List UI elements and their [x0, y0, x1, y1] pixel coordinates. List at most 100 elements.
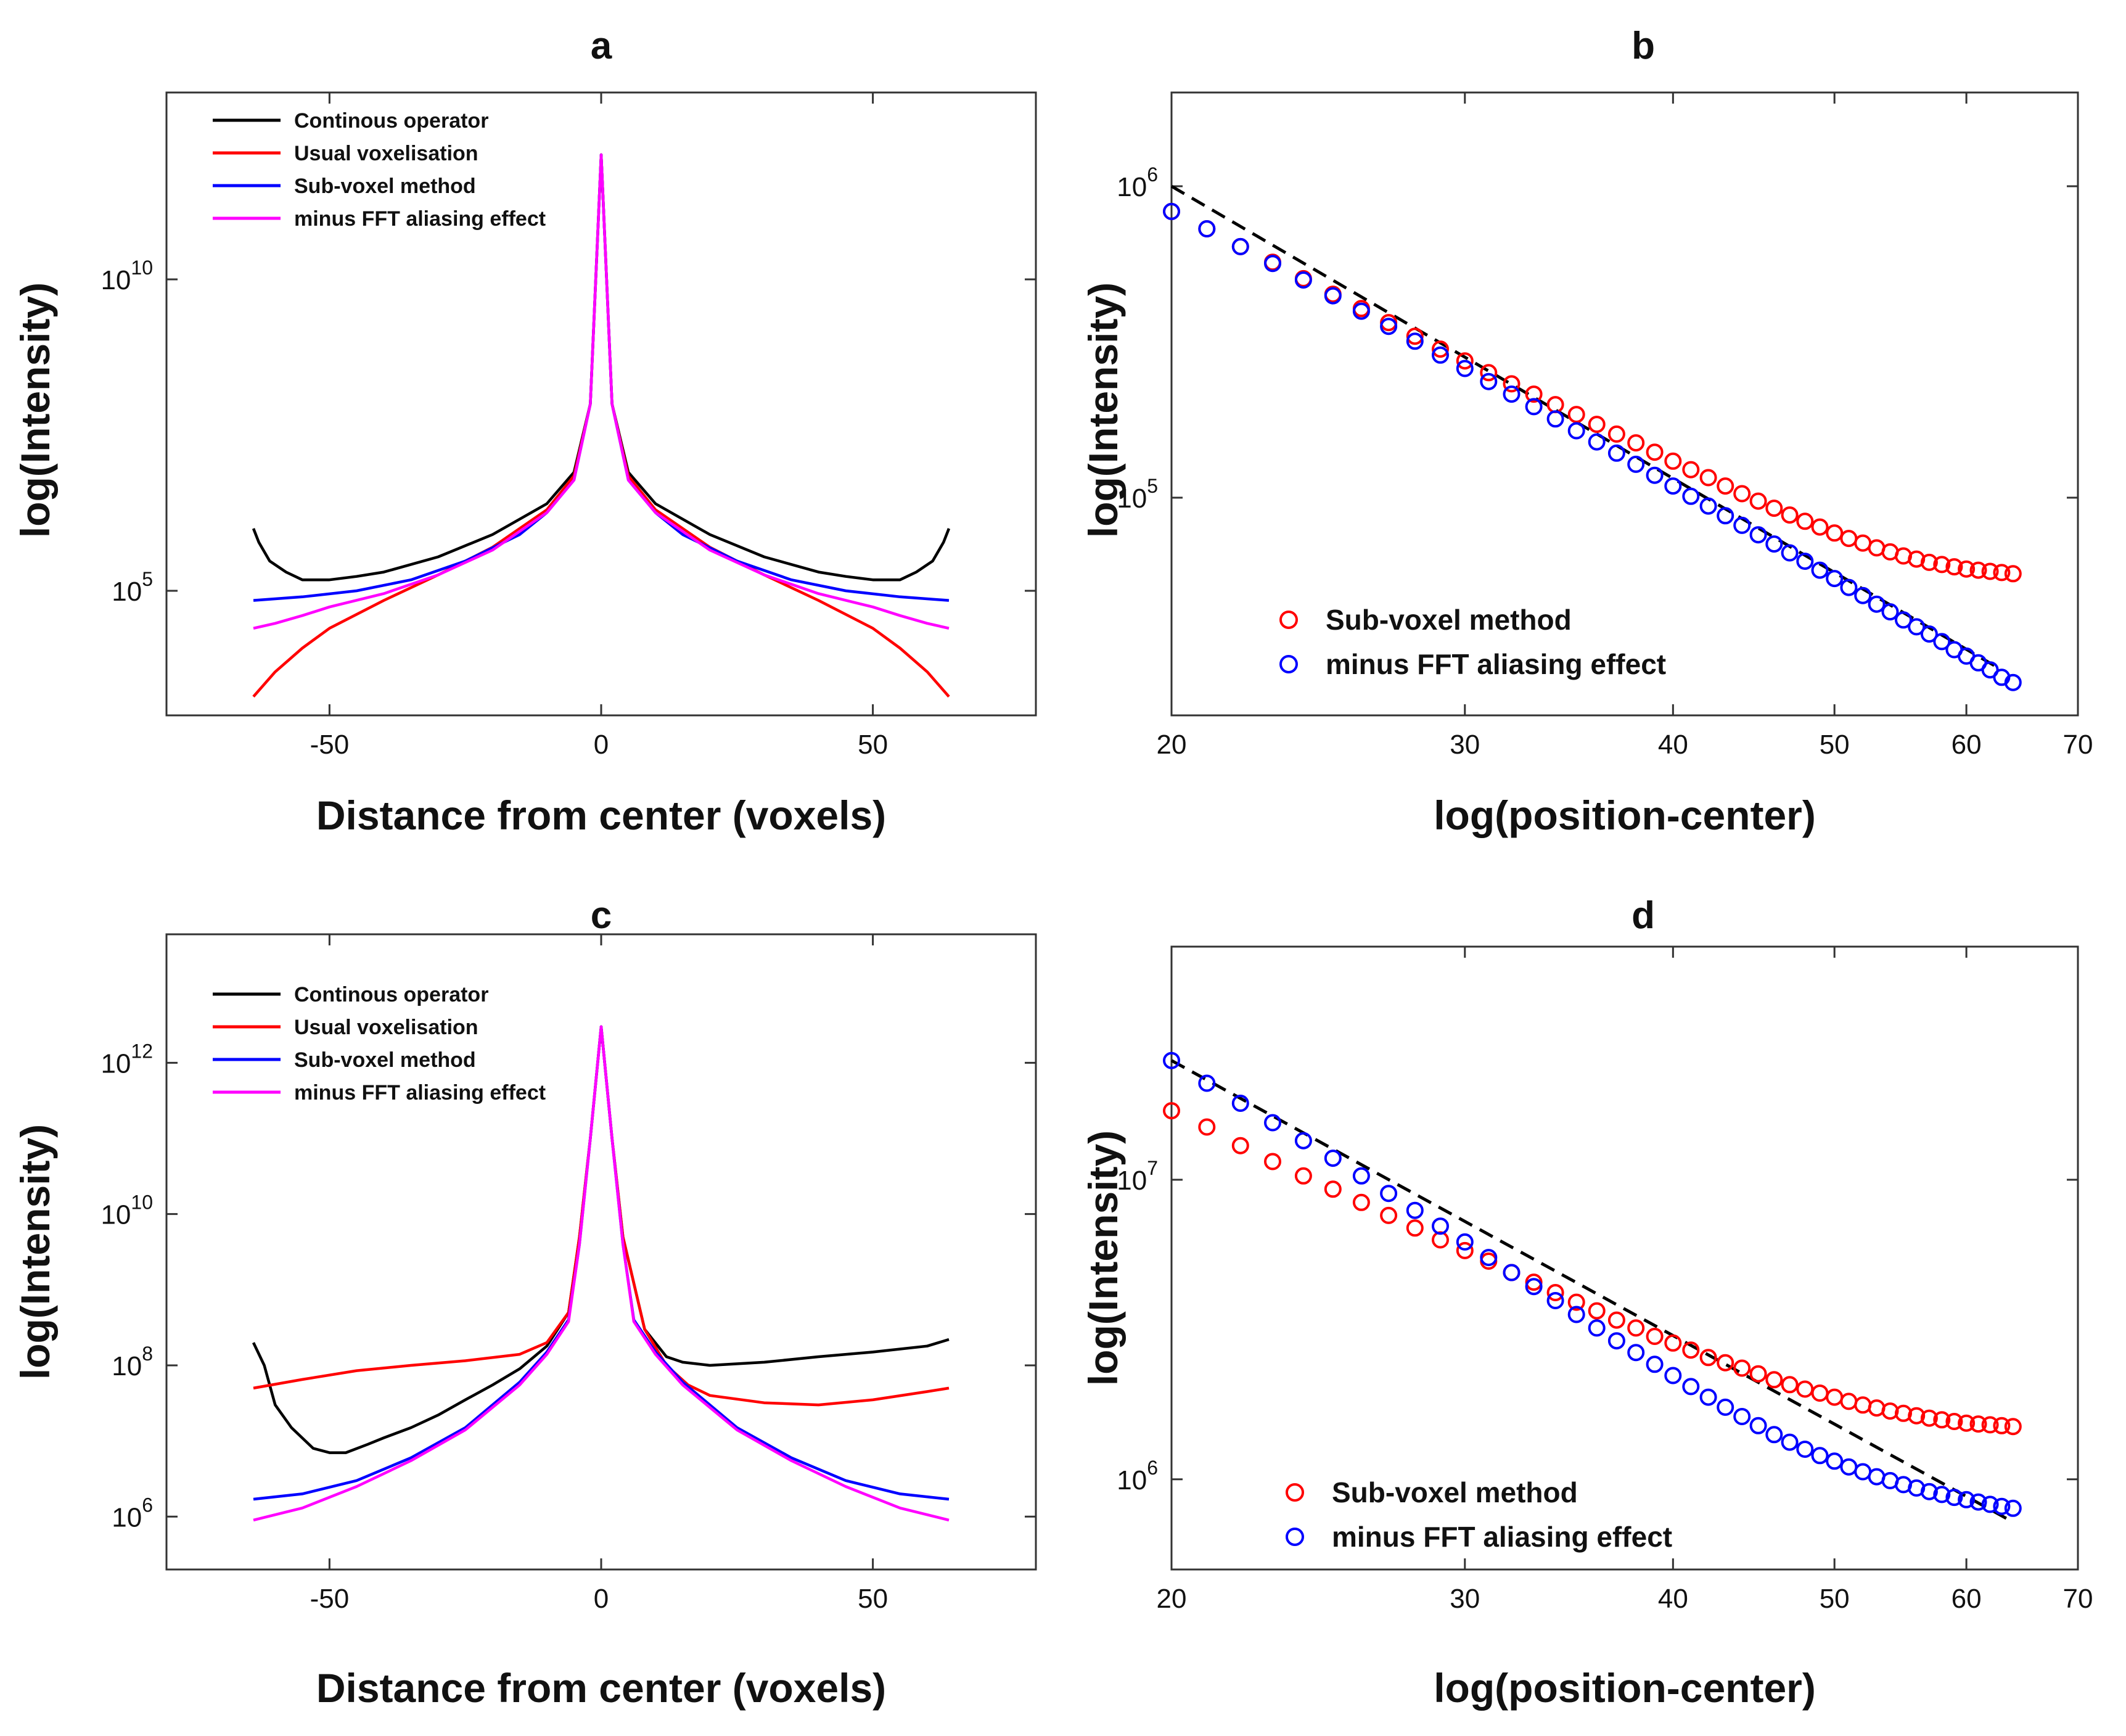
data-point: [1456, 1233, 1474, 1251]
data-point: [1920, 625, 1938, 643]
data-point: [1264, 255, 1281, 273]
x-tick-label: 70: [2063, 1584, 2093, 1614]
data-point: [2004, 1418, 2022, 1436]
data-point: [1840, 530, 1858, 548]
data-point: [1352, 302, 1370, 320]
y-axis-label: log(Intensity): [12, 1124, 58, 1380]
data-point: [1920, 1483, 1938, 1500]
data-point: [1567, 1293, 1585, 1311]
legend-label: minus FFT aliasing effect: [294, 1081, 546, 1105]
x-tick-label: -50: [310, 730, 350, 760]
data-point: [1352, 1167, 1370, 1185]
data-point: [1765, 1426, 1783, 1444]
data-point: [1380, 318, 1398, 335]
data-point: [1456, 360, 1474, 377]
data-point: [1733, 516, 1751, 534]
data-point: [1380, 1206, 1398, 1224]
data-point: [1163, 202, 1180, 220]
data-point: [1945, 1413, 1963, 1430]
y-axis-label: log(Intensity): [1080, 282, 1126, 538]
data-point: [1854, 586, 1872, 604]
series-line: [253, 1025, 950, 1522]
legend-item: Sub-voxel method: [213, 1048, 476, 1072]
data-point: [1294, 271, 1312, 289]
data-point: [1627, 434, 1645, 452]
axes-box: [1170, 91, 2079, 717]
y-tick-label: 106: [1117, 163, 1158, 202]
x-tick-label: 20: [1157, 1584, 1187, 1614]
data-point: [1607, 1332, 1625, 1350]
data-point: [1567, 422, 1585, 440]
x-axis-label: log(position-center): [1434, 1665, 1816, 1711]
data-point: [1969, 1415, 1987, 1433]
data-point: [1198, 1074, 1216, 1092]
data-point: [1969, 1493, 1987, 1511]
data-point: [1163, 1102, 1180, 1120]
data-point: [1920, 553, 1938, 571]
data-point: [1480, 372, 1498, 390]
data-point: [1811, 1447, 1829, 1465]
data-point: [1503, 1264, 1521, 1281]
data-point: [1588, 433, 1606, 451]
data-point: [1796, 512, 1814, 530]
data-point: [1480, 1249, 1498, 1267]
data-point: [1699, 1388, 1717, 1406]
data-point: [1432, 346, 1449, 364]
data-point: [1781, 506, 1799, 524]
data-point: [1198, 220, 1216, 237]
data-point: [1958, 1491, 1976, 1508]
y-tick-label: 105: [112, 568, 153, 607]
data-point: [1567, 1306, 1585, 1323]
data-point: [1933, 633, 1951, 651]
chart-title: a: [591, 25, 612, 67]
data-point: [1920, 1409, 1938, 1427]
data-point: [1717, 1398, 1734, 1416]
data-point: [1525, 385, 1543, 403]
data-point: [1525, 398, 1543, 416]
y-tick-label: 1010: [101, 1191, 153, 1230]
data-point: [1895, 611, 1912, 629]
data-point: [1627, 455, 1645, 473]
data-point: [1993, 1417, 2011, 1434]
data-point: [1664, 1334, 1682, 1352]
data-point: [1699, 497, 1717, 515]
data-point: [1294, 1167, 1312, 1185]
data-point: [1717, 1354, 1734, 1372]
data-point: [1627, 1344, 1645, 1362]
data-point: [1981, 1495, 1999, 1513]
data-point: [1811, 518, 1829, 536]
data-point: [1607, 444, 1625, 462]
data-point: [1933, 1411, 1951, 1429]
chart-title: d: [1631, 894, 1655, 937]
panel-d: 20 30 40 50 60 70 106 107 d log(position-center) l…: [1080, 894, 2093, 1711]
legend-item: Continous operator: [213, 109, 488, 133]
legend-label: Sub-voxel method: [294, 1048, 476, 1072]
data-point: [1456, 1241, 1474, 1259]
data-point: [1908, 618, 1926, 636]
legend-item: minus FFT aliasing effect: [1286, 1521, 1672, 1553]
data-point: [1854, 534, 1872, 552]
data-point: [1811, 561, 1829, 579]
data-point: [1781, 544, 1799, 562]
data-point: [1796, 1441, 1814, 1458]
data-point: [1352, 1193, 1370, 1211]
x-tick-label: 30: [1450, 1584, 1480, 1614]
legend: Sub-voxel method minus FFT aliasing effec…: [1286, 1476, 1672, 1553]
data-point: [1993, 564, 2011, 582]
data-point: [1567, 406, 1585, 424]
panel-a: -50 0 50 105 1010 a Distance from center (voxe…: [12, 25, 1037, 838]
legend-label: Usual voxelisation: [294, 1016, 478, 1039]
data-point: [1264, 1114, 1281, 1132]
legend-item: Usual voxelisation: [213, 142, 478, 165]
data-point: [1796, 553, 1814, 570]
x-tick-label: 0: [594, 1584, 609, 1614]
x-axis-label: Distance from center (voxels): [316, 792, 886, 838]
data-point: [1546, 1292, 1564, 1309]
data-point: [1826, 524, 1844, 542]
x-tick-label: 60: [1952, 1584, 1982, 1614]
data-point: [1993, 1497, 2011, 1515]
data-point: [1546, 396, 1564, 414]
y-tick-label: 106: [112, 1494, 153, 1532]
legend-item: minus FFT aliasing effect: [213, 1081, 546, 1105]
